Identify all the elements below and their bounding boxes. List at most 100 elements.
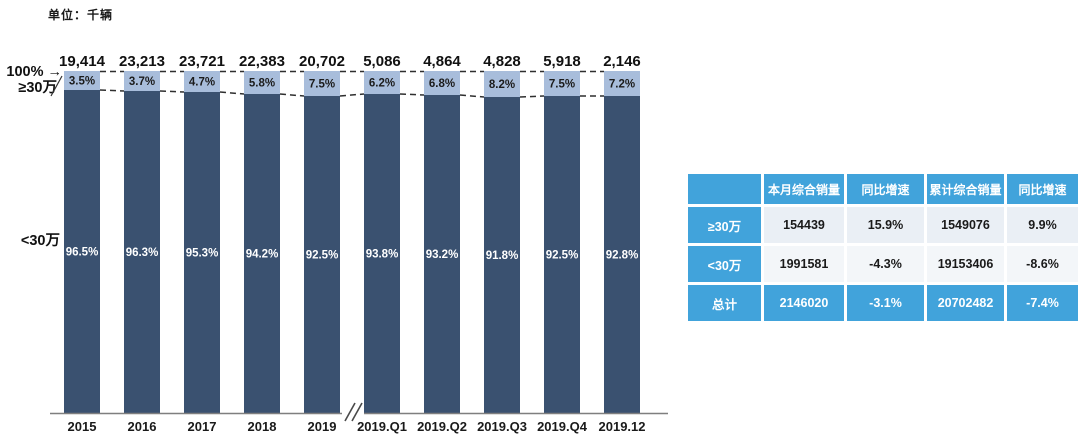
table-row: 总计 2146020 -3.1% 20702482 -7.4% xyxy=(688,285,1078,321)
bar-segment-lt30 xyxy=(124,91,160,413)
table-header-cell: 同比增速 xyxy=(1007,174,1078,204)
bar-segment-ge30 xyxy=(64,71,100,90)
bar-bottom-pct-label: 94.2% xyxy=(246,249,279,261)
table-value-cell: -4.3% xyxy=(847,246,924,282)
bar-segment-lt30 xyxy=(544,96,580,413)
unit-label: 单位：千辆 xyxy=(48,8,114,22)
table-value-cell: -3.1% xyxy=(847,285,924,321)
table-value-cell: 154439 xyxy=(764,207,844,243)
bar-top-pct-label: 5.8% xyxy=(249,78,275,90)
row-label-cell: <30万 xyxy=(688,246,761,282)
table-value-cell: 15.9% xyxy=(847,207,924,243)
bar-total-label: 2,146 xyxy=(603,53,641,70)
bar-top-pct-label: 7.5% xyxy=(309,79,335,91)
bar-top-pct-label: 7.5% xyxy=(549,79,575,91)
x-axis-category-label: 2019.Q3 xyxy=(477,419,527,434)
table-value-cell: 1549076 xyxy=(927,207,1004,243)
bar-segment-lt30 xyxy=(64,90,100,413)
table-header-cell: 同比增速 xyxy=(847,174,924,204)
bar-segment-lt30 xyxy=(244,94,280,413)
bar-total-label: 4,828 xyxy=(483,53,521,70)
table-row: ≥30万 154439 15.9% 1549076 9.9% xyxy=(688,207,1078,243)
bar-top-pct-label: 8.2% xyxy=(489,79,515,91)
bar-bottom-pct-label: 93.2% xyxy=(426,249,459,261)
bar-top-pct-label: 6.8% xyxy=(429,78,455,90)
table-value-cell: 9.9% xyxy=(1007,207,1078,243)
bar-total-label: 19,414 xyxy=(59,53,106,70)
dashed-boundary-connector xyxy=(159,90,185,93)
dashed-boundary-connector xyxy=(279,93,305,97)
bar-top-pct-label: 3.7% xyxy=(129,76,155,88)
bar-total-label: 5,918 xyxy=(543,53,581,70)
x-axis-category-label: 2017 xyxy=(188,419,217,434)
dashed-boundary-connector xyxy=(99,89,125,92)
x-axis-category-label: 2019 xyxy=(308,419,337,434)
bar-segment-ge30 xyxy=(364,71,400,94)
bar-segment-lt30 xyxy=(424,95,460,413)
table-value-cell: 1991581 xyxy=(764,246,844,282)
row-label-cell: ≥30万 xyxy=(688,207,761,243)
x-axis-category-label: 2015 xyxy=(68,419,97,434)
x-axis-category-label: 2019.Q4 xyxy=(537,419,588,434)
bar-segment-lt30 xyxy=(604,96,640,413)
bar-top-pct-label: 6.2% xyxy=(369,78,395,90)
bar-bottom-pct-label: 92.5% xyxy=(306,250,339,262)
axis-break-mark xyxy=(344,402,356,422)
table-value-cell: 19153406 xyxy=(927,246,1004,282)
series-ge30-leader-line xyxy=(50,75,63,97)
bar-segment-ge30 xyxy=(184,71,220,92)
bar-total-label: 22,383 xyxy=(239,53,285,70)
x-axis-category-label: 2019.Q2 xyxy=(417,419,467,434)
bar-total-label: 5,086 xyxy=(363,53,401,70)
row-label-cell: 总计 xyxy=(688,285,761,321)
bar-bottom-pct-label: 93.8% xyxy=(366,249,399,261)
bar-top-pct-label: 7.2% xyxy=(609,79,635,91)
bar-segment-lt30 xyxy=(304,96,340,413)
x-axis-category-label: 2016 xyxy=(128,419,157,434)
bar-segment-ge30 xyxy=(304,71,340,96)
x-axis-category-label: 2019.12 xyxy=(599,419,646,434)
bar-total-label: 4,864 xyxy=(423,53,461,70)
table-value-cell: 2146020 xyxy=(764,285,844,321)
bar-segment-ge30 xyxy=(484,71,520,97)
table-row: <30万 1991581 -4.3% 19153406 -8.6% xyxy=(688,246,1078,282)
axis-break-mark xyxy=(351,402,363,422)
bar-bottom-pct-label: 96.5% xyxy=(66,247,99,259)
dashed-boundary-connector xyxy=(519,95,545,98)
table-header-cell: 本月综合销量 xyxy=(764,174,844,204)
table-header-row: 本月综合销量 同比增速 累计综合销量 同比增速 xyxy=(688,174,1078,204)
bar-segment-ge30 xyxy=(544,71,580,96)
dashed-boundary-connector xyxy=(399,93,425,96)
bar-top-pct-label: 4.7% xyxy=(189,77,215,89)
bar-segment-ge30 xyxy=(124,71,160,91)
bar-segment-lt30 xyxy=(484,97,520,413)
bar-segment-ge30 xyxy=(244,71,280,94)
stacked-bar-chart: 19,414 3.5% 96.5% 2015 23,213 3.7% 96.3% 2016 23… xyxy=(6,53,668,434)
bar-segment-ge30 xyxy=(604,71,640,96)
series-ge30-label: ≥30万 xyxy=(18,79,57,96)
table-header-cell: 累计综合销量 xyxy=(927,174,1004,204)
x-axis-category-label: 2019.Q1 xyxy=(357,419,407,434)
bar-bottom-pct-label: 96.3% xyxy=(126,247,159,259)
table-value-cell: -7.4% xyxy=(1007,285,1078,321)
dashed-boundary-connector xyxy=(219,91,245,95)
bar-bottom-pct-label: 92.5% xyxy=(546,250,579,262)
bar-bottom-pct-label: 95.3% xyxy=(186,248,219,260)
series-lt30-label: <30万 xyxy=(21,232,60,249)
dashed-boundary-connector xyxy=(459,94,485,98)
bar-total-label: 20,702 xyxy=(299,53,345,70)
table-value-cell: -8.6% xyxy=(1007,246,1078,282)
bar-bottom-pct-label: 92.8% xyxy=(606,250,639,262)
bar-total-label: 23,721 xyxy=(179,53,225,70)
dashed-boundary-connector xyxy=(339,93,365,97)
sales-summary-table: 本月综合销量 同比增速 累计综合销量 同比增速 ≥30万 154439 15.9% 1549… xyxy=(685,171,1080,324)
bar-bottom-pct-label: 91.8% xyxy=(486,250,519,262)
bar-top-pct-label: 3.5% xyxy=(69,76,95,88)
table-value-cell: 20702482 xyxy=(927,285,1004,321)
table-header-cell xyxy=(688,174,761,204)
hundred-percent-label: 100% → xyxy=(6,64,62,80)
bar-total-label: 23,213 xyxy=(119,53,165,70)
bar-segment-lt30 xyxy=(184,92,220,413)
bar-segment-lt30 xyxy=(364,94,400,413)
